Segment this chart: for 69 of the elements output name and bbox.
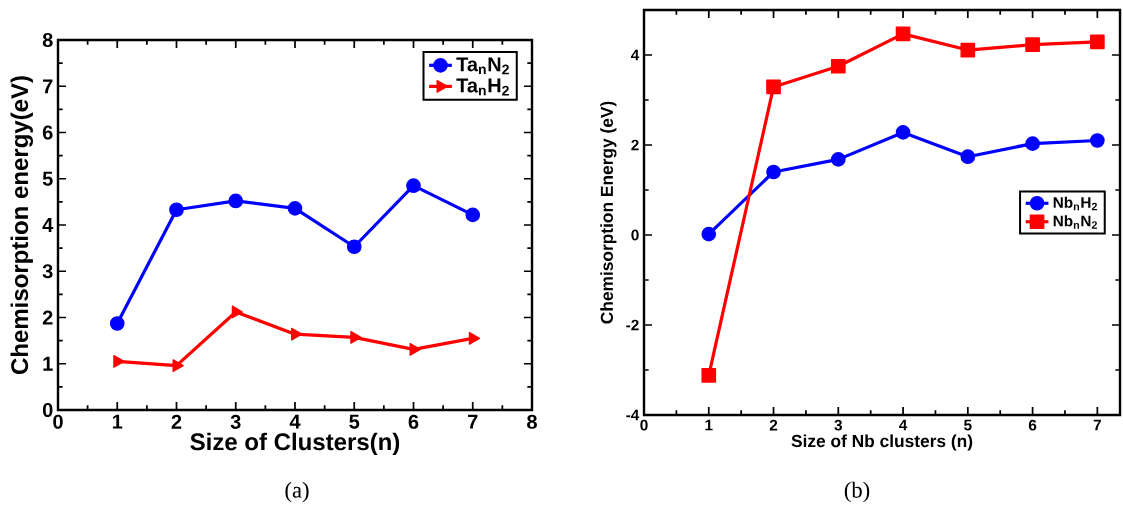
point	[172, 359, 184, 373]
y-tick-label: 4	[631, 49, 640, 61]
point	[409, 342, 421, 356]
point	[766, 164, 781, 180]
y-axis-title: Chemisorption Energy (eV)	[600, 101, 617, 324]
x-tick-label: 8	[527, 414, 537, 429]
x-axis-title: Size of Clusters(n)	[190, 432, 400, 456]
point	[290, 327, 303, 341]
point	[406, 178, 421, 194]
x-tick-label: 2	[171, 414, 182, 429]
x-tick-label: 0	[53, 414, 63, 429]
x-tick-label: 7	[468, 414, 478, 429]
legend-label: Nb$_{n}$N$_{2}$	[1053, 215, 1097, 229]
point	[350, 330, 362, 344]
point	[228, 193, 244, 209]
y-tick-label: 5	[42, 171, 53, 186]
x-tick-label: 3	[834, 419, 842, 431]
x-tick-label: 2	[769, 419, 778, 431]
point	[895, 26, 911, 42]
x-axis-title: Size of Nb clusters (n)	[791, 434, 973, 451]
y-tick-label: -2	[626, 319, 639, 331]
legend-label: Ta$_{n}$N$_{2}$	[456, 57, 509, 75]
x-tick-label: 5	[349, 414, 360, 429]
y-tick-label: 0	[631, 229, 639, 241]
y-tick-label: -4	[626, 409, 640, 421]
point	[701, 368, 717, 383]
x-tick-label: 1	[112, 414, 123, 429]
y-axis-title: Chemisorption energy(eV)	[10, 76, 34, 375]
y-tick-label: 6	[42, 125, 53, 140]
point	[1090, 133, 1105, 148]
legend-label: Nb$_{n}$H$_{2}$	[1053, 196, 1097, 211]
point	[1025, 136, 1040, 151]
x-tick-label: 6	[408, 414, 419, 429]
x-tick-label: 5	[964, 419, 972, 431]
point	[830, 152, 846, 167]
y-tick-label: 3	[42, 264, 53, 279]
point	[113, 354, 125, 368]
x-tick-label: 3	[230, 414, 241, 429]
point	[287, 201, 303, 216]
x-tick-label: 7	[1093, 419, 1101, 431]
point	[766, 79, 781, 95]
y-tick-label: 8	[42, 32, 53, 48]
point	[960, 42, 976, 58]
y-tick-label: 1	[43, 356, 53, 371]
y-tick-label: 2	[42, 310, 53, 325]
x-tick-label: 1	[705, 419, 713, 431]
point	[830, 58, 846, 74]
point	[169, 202, 184, 218]
point	[231, 305, 244, 319]
point	[895, 125, 911, 140]
point	[465, 207, 481, 223]
x-tick-label: 0	[640, 419, 648, 431]
y-tick-label: 2	[631, 139, 639, 151]
point	[109, 316, 125, 331]
y-tick-label: 7	[43, 79, 53, 94]
point	[960, 149, 976, 165]
point	[1025, 37, 1040, 52]
point	[1090, 34, 1105, 50]
point	[346, 239, 362, 255]
x-tick-label: 4	[899, 419, 908, 431]
text: (a)	[285, 481, 309, 503]
y-tick-label: 4	[42, 218, 54, 232]
point	[468, 331, 481, 345]
x-tick-label: 6	[1028, 419, 1037, 431]
point	[701, 226, 717, 242]
text: (b)	[844, 481, 870, 503]
y-tick-label: 0	[42, 402, 53, 418]
x-tick-label: 4	[289, 414, 301, 429]
legend-label: Ta$_{n}$H$_{2}$	[456, 78, 509, 96]
